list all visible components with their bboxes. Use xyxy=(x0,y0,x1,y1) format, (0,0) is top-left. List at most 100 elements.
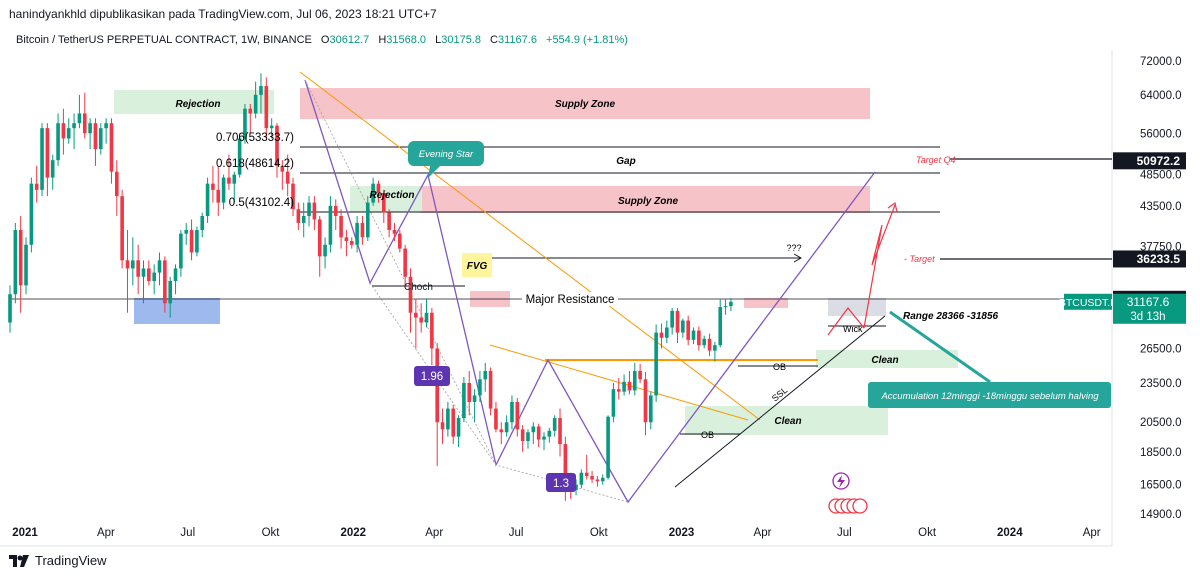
price-axis: 72000.064000.056000.048500.043500.037750… xyxy=(1059,56,1186,521)
candle-body xyxy=(365,202,370,238)
candle-body xyxy=(339,215,343,238)
candle-body xyxy=(29,183,34,245)
time-tick-label: 2022 xyxy=(340,527,366,539)
symbol-ohlc-legend: Bitcoin / TetherUS PERPETUAL CONTRACT, 1… xyxy=(16,34,628,46)
candle-body xyxy=(275,125,279,166)
candle-body xyxy=(98,128,103,150)
candle-body xyxy=(157,260,162,273)
candle-body xyxy=(45,128,50,178)
symbol-tag-label: BTCUSDT.P xyxy=(1059,297,1117,309)
candle-body xyxy=(200,215,205,231)
candle-body xyxy=(120,196,124,261)
candle-body xyxy=(547,430,552,437)
candle-body xyxy=(446,408,450,430)
candle-body xyxy=(291,183,295,210)
question-label: ??? xyxy=(786,243,801,253)
candle-body xyxy=(611,389,616,417)
projection-arrow-head xyxy=(887,201,898,213)
candle-body xyxy=(430,312,434,349)
candle-body xyxy=(456,418,461,437)
candle-body xyxy=(184,230,189,234)
candle-body xyxy=(317,219,322,257)
demand-zone-blue xyxy=(134,298,220,324)
candle-body xyxy=(665,327,669,338)
fib-706-label: 0.706(53333.7) xyxy=(216,132,294,144)
supply-zone-label-top: Supply Zone xyxy=(555,99,615,110)
candle-body xyxy=(643,379,648,423)
symbol-title: Bitcoin / TetherUS PERPETUAL CONTRACT, 1… xyxy=(16,34,312,46)
candle-body xyxy=(510,401,514,423)
candle-body xyxy=(355,222,359,245)
candle-body xyxy=(307,202,311,216)
time-tick-label: Apr xyxy=(425,527,443,539)
price-tick-label: 48500.0 xyxy=(1140,170,1182,182)
candle-body xyxy=(109,123,114,172)
supply-zone-mid xyxy=(420,186,870,213)
accumulation-box xyxy=(868,382,1111,408)
candle-body xyxy=(494,408,498,430)
candle-body xyxy=(93,123,98,150)
time-axis: 2021 Apr Jul Okt 2022 Apr Jul Okt 2023 Apr Jul Okt 2… xyxy=(12,527,1101,539)
candle-body xyxy=(34,183,39,190)
candle-body xyxy=(408,276,413,313)
fvg-label: FVG xyxy=(467,261,488,272)
candle-body xyxy=(285,171,290,184)
ob-label-lower: OB xyxy=(701,430,714,440)
supply-zone-label-mid: Supply Zone xyxy=(618,196,678,207)
candle-body xyxy=(168,281,172,304)
price-tick-label: 56000.0 xyxy=(1140,128,1182,140)
candles-layer xyxy=(8,73,733,501)
symbol-tag-box xyxy=(1064,293,1112,310)
candle-body xyxy=(221,177,226,203)
candle-body xyxy=(147,268,151,282)
candle-body xyxy=(205,183,210,216)
candle-body xyxy=(24,244,28,286)
candle-body xyxy=(243,108,247,139)
candle-body xyxy=(211,183,215,190)
price-tag-label: 50972.2 xyxy=(1137,154,1181,168)
candle-body xyxy=(467,382,472,402)
candle-body xyxy=(670,310,674,328)
fvg-zone xyxy=(462,253,492,277)
time-tick-label: Apr xyxy=(754,527,772,539)
low-value: 30175.8 xyxy=(441,34,481,46)
candle-body xyxy=(590,476,594,480)
time-tick-label: Jul xyxy=(509,527,524,539)
candle-body xyxy=(520,429,525,442)
gap-label: Gap xyxy=(616,156,635,167)
candle-body xyxy=(398,233,402,249)
price-tick-label: 26500.0 xyxy=(1140,343,1182,355)
candle-body xyxy=(179,233,183,269)
candle-body xyxy=(371,183,375,203)
orange-trendline-main xyxy=(299,71,761,421)
fib-13-label: 1.3 xyxy=(553,478,569,490)
candle-body xyxy=(595,479,600,482)
candle-body xyxy=(478,379,482,396)
dotted-swing-path xyxy=(369,282,629,503)
candle-body xyxy=(403,248,407,277)
candle-body xyxy=(269,125,274,129)
candle-body xyxy=(472,395,477,402)
candle-body xyxy=(56,123,60,161)
change-value: +554.9 (+1.81%) xyxy=(546,34,628,46)
candle-body xyxy=(542,436,546,440)
major-resistance-bg xyxy=(522,292,618,306)
countdown-label: 3d 13h xyxy=(1130,311,1165,323)
fib-196-label: 1.96 xyxy=(421,371,443,383)
time-tick-label: 2024 xyxy=(997,527,1023,539)
clean-zone-upper xyxy=(816,350,958,368)
time-tick-label: Okt xyxy=(590,527,609,539)
lightning-glyph xyxy=(837,475,845,488)
price-tag-box xyxy=(1113,250,1186,268)
footer-brand-label: TradingView xyxy=(35,553,107,568)
candle-body xyxy=(483,370,488,380)
time-tick-label: 2023 xyxy=(669,527,695,539)
candle-body xyxy=(691,330,696,340)
time-tick-label: Apr xyxy=(1083,527,1101,539)
candle-body xyxy=(382,192,386,213)
candle-body xyxy=(136,260,140,277)
price-tick-label: 43500.0 xyxy=(1140,201,1182,213)
projection-red-2 xyxy=(863,204,896,329)
